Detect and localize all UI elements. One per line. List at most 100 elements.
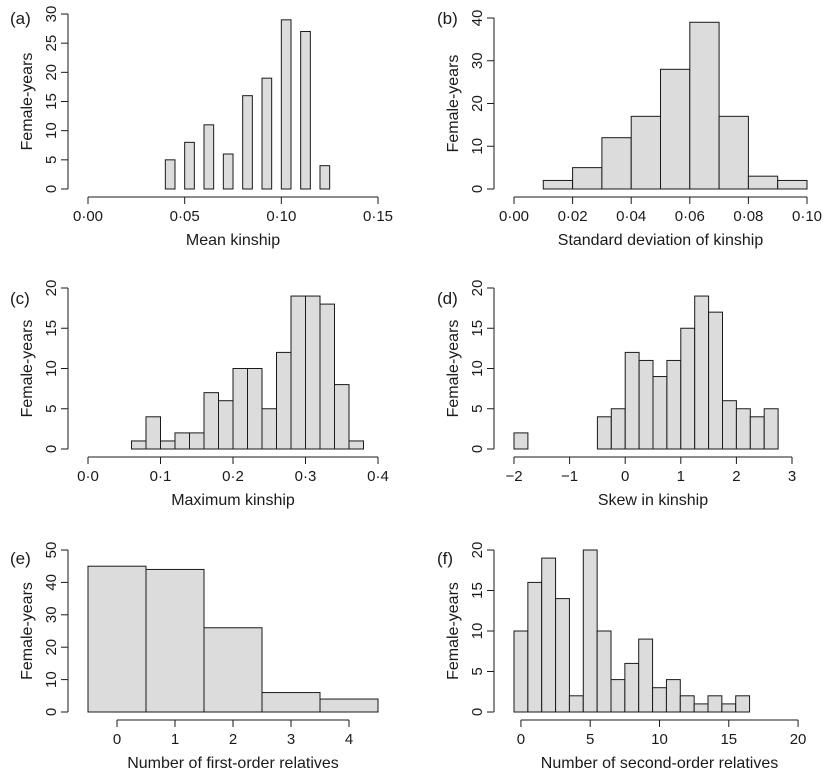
histogram-bar	[131, 440, 147, 450]
x-tick-label: 2	[732, 468, 740, 485]
histogram-bar	[679, 695, 695, 713]
chart-panel-d: (d) −2 −1 0 1 2 3 0 5 10 15 20 Skew in kinship Female…	[437, 280, 796, 509]
y-tick-label: 5	[469, 405, 486, 413]
x-tick-label: 15	[720, 731, 737, 748]
y-tick-label: 15	[469, 582, 486, 599]
y-tick-label: 10	[43, 360, 60, 377]
x-tick-label: 2	[229, 731, 237, 748]
histogram-bar	[601, 137, 632, 190]
histogram-bar	[145, 568, 205, 713]
histogram-bar	[693, 703, 709, 713]
x-tick-label: 10	[651, 731, 668, 748]
histogram-bar	[542, 179, 574, 190]
y-tick-label: 5	[469, 667, 486, 675]
y-tick-label: 30	[43, 6, 60, 23]
histogram-bar	[638, 359, 654, 450]
histogram-bar	[348, 440, 364, 450]
histogram-bar	[610, 679, 626, 713]
chart-panel-c: (c) 0·0 0·1 0·2 0·3 0·4 0 5 10 15 20 Maximum kinshi…	[10, 280, 389, 509]
histogram-bar	[624, 662, 640, 713]
histogram-bar	[630, 115, 662, 190]
y-tick-label: 10	[469, 360, 486, 377]
histogram-bar	[596, 630, 612, 713]
histogram-bar	[160, 440, 176, 450]
histogram-bar	[222, 153, 234, 190]
histogram-bar	[280, 19, 292, 190]
histogram-bar	[735, 408, 751, 450]
x-tick-label: 0	[113, 731, 121, 748]
histogram-bar	[242, 95, 253, 190]
panel-label: (b)	[437, 9, 458, 28]
x-tick-label: 0·05	[170, 208, 200, 225]
x-axis-title: Number of first-order relatives	[127, 755, 339, 772]
x-axis-title: Maximum kinship	[171, 492, 295, 509]
histogram-bar	[689, 21, 720, 190]
histogram-bar	[694, 295, 710, 450]
histogram-bar	[582, 549, 598, 713]
y-axis-title: Female-years	[445, 582, 462, 680]
y-tick-label: 20	[43, 639, 60, 656]
x-tick-label: 5	[586, 731, 594, 748]
histogram-bar	[319, 303, 335, 450]
y-tick-label: 40	[469, 10, 486, 27]
histogram-bar	[203, 124, 215, 190]
histogram-bar	[174, 432, 190, 450]
histogram-bar	[555, 598, 570, 713]
y-tick-label: 30	[469, 52, 486, 69]
histogram-bar	[707, 695, 723, 713]
histogram-bar	[541, 557, 557, 713]
x-axis-title: Number of second-order relatives	[541, 755, 778, 772]
histogram-bar	[718, 115, 749, 190]
histogram-bar	[218, 400, 234, 450]
histogram-bar	[300, 31, 311, 190]
x-axis-title: Skew in kinship	[598, 492, 708, 509]
x-tick-label: 0·06	[675, 208, 705, 225]
histogram-bar	[189, 432, 205, 450]
y-tick-label: 0	[43, 185, 60, 193]
histogram-bar	[513, 630, 529, 713]
y-tick-label: 50	[43, 542, 60, 559]
x-tick-label: 0·04	[616, 208, 646, 225]
histogram-bar	[568, 695, 584, 713]
x-tick-label: 20	[790, 731, 807, 748]
y-axis-title: Female-years	[19, 582, 36, 680]
x-tick-label: 1	[677, 468, 685, 485]
x-tick-label: 0·00	[499, 208, 529, 225]
histogram-bar	[708, 311, 723, 450]
y-tick-label: 10	[469, 623, 486, 640]
y-tick-label: 40	[43, 574, 60, 591]
panel-label: (f)	[437, 549, 453, 568]
histogram-bar	[261, 408, 277, 450]
y-axis-title: Female-years	[19, 320, 36, 418]
histogram-bar	[145, 416, 161, 450]
histogram-bar	[652, 687, 667, 713]
chart-panel-a: (a) 0·00 0·05 0·10 0·15 0 5 10 15 20 25 30 Mean kins…	[10, 6, 393, 249]
histogram-bar	[276, 351, 292, 450]
histogram-bar	[232, 368, 248, 450]
histogram-bar	[749, 416, 765, 450]
histogram-bar	[660, 68, 691, 190]
histogram-bar	[290, 295, 306, 450]
histogram-bar	[610, 408, 626, 450]
histogram-bar	[624, 351, 640, 450]
histogram-bar	[203, 392, 219, 450]
histogram-bar	[184, 141, 195, 190]
histogram-bar	[319, 165, 331, 190]
x-tick-label: 0·2	[222, 468, 244, 485]
x-tick-label: 0·10	[792, 208, 822, 225]
y-tick-label: 15	[43, 320, 60, 337]
y-tick-label: 5	[43, 405, 60, 413]
panel-label: (e)	[10, 549, 31, 568]
histogram-bar	[319, 698, 379, 713]
histogram-bar	[638, 638, 654, 713]
histogram-bar	[527, 581, 543, 713]
y-tick-label: 25	[43, 35, 60, 52]
x-tick-label: −2	[505, 468, 522, 485]
x-tick-label: 1	[171, 731, 179, 748]
y-tick-label: 20	[469, 280, 486, 297]
histogram-bar	[763, 408, 779, 450]
x-tick-label: 0	[621, 468, 629, 485]
y-tick-label: 15	[469, 320, 486, 337]
y-axis-title: Female-years	[445, 320, 462, 418]
